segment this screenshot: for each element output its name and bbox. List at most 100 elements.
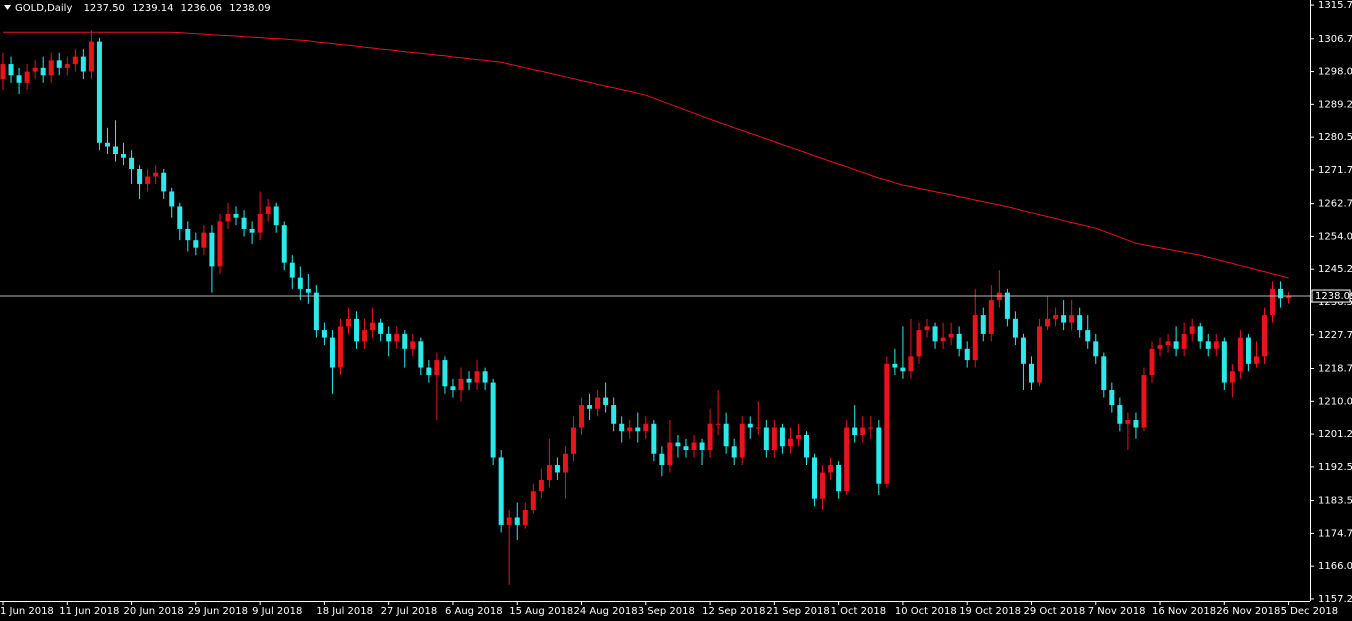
y-tick-label: 1298.00	[1318, 67, 1352, 78]
x-tick-label: 19 Oct 2018	[959, 606, 1021, 617]
candle-body	[852, 427, 858, 436]
candle-body	[1004, 292, 1010, 319]
x-tick-label: 1 Oct 2018	[831, 606, 886, 617]
candle-body	[836, 464, 842, 492]
candle-body	[1189, 326, 1195, 334]
candle-body	[1133, 420, 1139, 428]
plot-area	[0, 30, 1310, 585]
x-tick-label: 5 Dec 2018	[1281, 606, 1339, 617]
candle-body	[402, 333, 408, 349]
y-tick-label: 1254.00	[1318, 231, 1352, 242]
candle-body	[490, 382, 496, 458]
candle-body	[1141, 375, 1147, 428]
x-tick-label: 20 Jun 2018	[124, 606, 184, 617]
candle-body	[812, 457, 818, 499]
y-tick-label: 1306.75	[1318, 34, 1352, 45]
candle-body	[731, 446, 737, 458]
candle-body	[739, 423, 745, 458]
candle-body	[498, 457, 504, 525]
candle-body	[932, 326, 938, 342]
candle-body	[1181, 333, 1187, 349]
chart-header: GOLD,Daily 1237.50 1239.14 1236.06 1238.…	[15, 3, 271, 14]
candle-body	[924, 326, 930, 331]
candle-body	[1278, 288, 1284, 299]
candle-body	[1037, 326, 1043, 383]
candle-body	[699, 442, 705, 451]
candle-body	[185, 228, 191, 241]
candle-body	[16, 75, 22, 83]
candle-body	[442, 360, 448, 387]
candle-body	[956, 333, 962, 349]
candle-body	[1165, 341, 1171, 346]
menu-arrow[interactable]	[4, 5, 11, 10]
candle-body	[675, 442, 681, 447]
x-tick-label: 15 Aug 2018	[509, 606, 573, 617]
candle-body	[281, 225, 287, 263]
candle-body	[1109, 390, 1115, 406]
candle-body	[1085, 330, 1091, 342]
x-tick-label: 18 Jul 2018	[316, 606, 373, 617]
candle-body	[265, 206, 271, 214]
candle-body	[153, 172, 159, 177]
candle-body	[659, 453, 665, 465]
candle-body	[972, 315, 978, 361]
candle-body	[707, 423, 713, 451]
chart-title: GOLD,Daily	[15, 3, 72, 14]
candle-body	[80, 56, 86, 72]
candle-body	[522, 509, 528, 525]
y-tick-label: 1262.75	[1318, 199, 1352, 210]
candle-body	[554, 464, 560, 473]
candle-body	[161, 172, 167, 192]
candle-body	[426, 367, 432, 376]
candle-body	[651, 423, 657, 454]
candle-body	[562, 453, 568, 473]
candle-body	[627, 427, 633, 432]
candle-body	[145, 176, 151, 184]
x-tick-label: 21 Sep 2018	[766, 606, 829, 617]
candle-body	[482, 371, 488, 383]
candle-body	[1253, 356, 1259, 364]
candle-body	[1101, 356, 1107, 391]
candle-body	[795, 435, 801, 439]
candle-body	[346, 318, 352, 327]
candle-body	[474, 371, 480, 383]
y-tick-label: 1201.25	[1318, 429, 1352, 440]
y-tick-label: 1280.50	[1318, 132, 1352, 143]
candle-body	[88, 41, 94, 72]
candle-body	[804, 435, 809, 458]
x-tick-label: 10 Oct 2018	[895, 606, 957, 617]
y-tick-label: 1174.75	[1318, 528, 1352, 539]
price-tag-label: 1238.09	[1315, 291, 1352, 302]
candle-body	[755, 427, 761, 429]
candle-body	[418, 341, 424, 368]
candle-body	[257, 213, 263, 233]
candle-body	[683, 446, 689, 451]
candle-body	[466, 378, 472, 383]
candle-body	[137, 168, 143, 184]
candle-body	[715, 423, 721, 425]
x-tick-label: 29 Oct 2018	[1023, 606, 1085, 617]
candle-body	[1229, 371, 1235, 383]
candle-body	[321, 330, 327, 338]
candle-body	[1286, 296, 1292, 299]
candle-body	[297, 277, 303, 289]
candle-body	[747, 423, 753, 428]
candle-body	[0, 64, 6, 80]
candle-body	[177, 206, 183, 229]
candle-body	[129, 157, 135, 169]
candle-body	[691, 442, 697, 451]
candle-body	[538, 479, 544, 492]
candle-body	[386, 333, 392, 342]
candle-body	[112, 146, 118, 154]
candle-body	[329, 337, 335, 368]
candle-body	[514, 517, 520, 525]
candle-body	[394, 333, 400, 342]
candle-body	[169, 191, 175, 207]
candle-body	[964, 348, 970, 361]
x-tick-label: 1 Jun 2018	[0, 606, 54, 617]
candle-body	[8, 64, 14, 76]
candle-body	[844, 427, 850, 492]
candle-body	[1012, 318, 1018, 338]
candle-body	[1237, 337, 1243, 372]
